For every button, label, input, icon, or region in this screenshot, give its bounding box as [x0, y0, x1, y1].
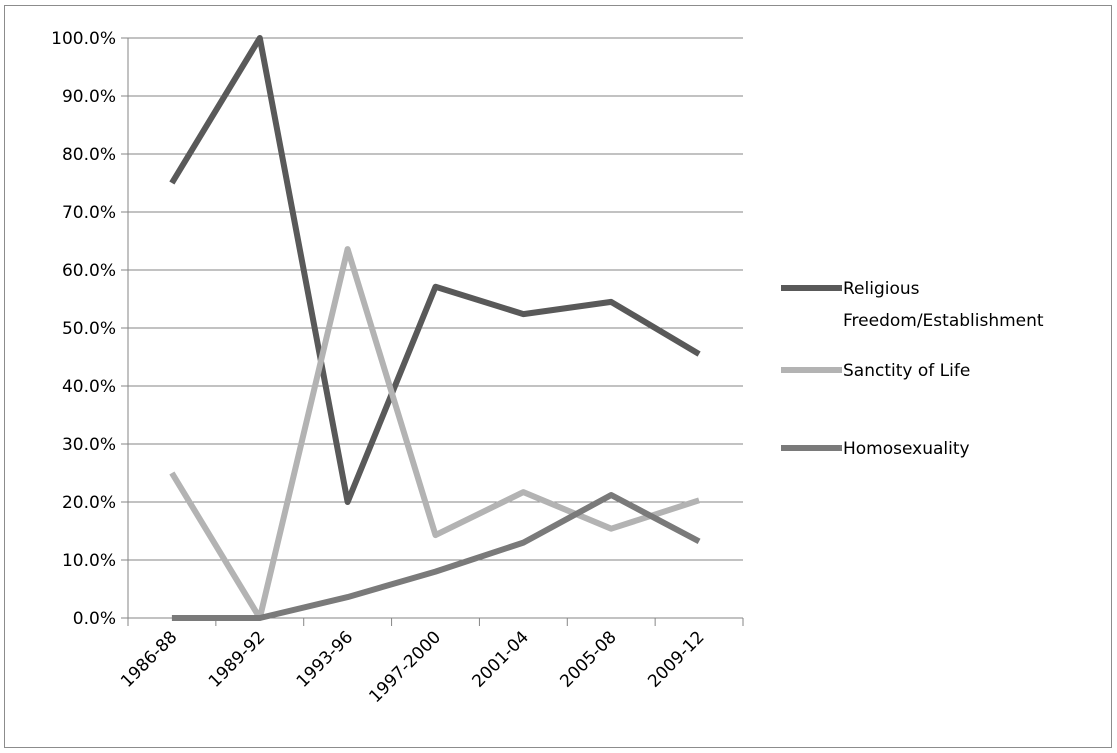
- series-lines: [169, 35, 701, 621]
- x-axis-tick-labels: 1986-88 1989-92 1993-96 1997-2000 2001-04 200…: [117, 627, 709, 707]
- x-tick-label: 2001-04: [469, 627, 533, 691]
- y-tick-label: 30.0%: [62, 435, 116, 455]
- x-tick-label: 1993-96: [293, 627, 357, 691]
- y-tick-label: 40.0%: [62, 377, 116, 397]
- y-tick-label: 60.0%: [62, 261, 116, 281]
- legend: Religious Freedom/Establishment Sanctity o…: [781, 279, 1044, 459]
- gridlines: [128, 37, 743, 561]
- series-line: [169, 35, 701, 505]
- chart-area: [4, 5, 1112, 748]
- y-tick-label: 0.0%: [73, 609, 116, 629]
- x-tick-label: 1997-2000: [365, 627, 445, 707]
- y-tick-label: 100.0%: [51, 29, 116, 49]
- y-tick-label: 90.0%: [62, 87, 116, 107]
- legend-label: Sanctity of Life: [843, 361, 970, 381]
- y-tick-label: 50.0%: [62, 319, 116, 339]
- legend-label: Homosexuality: [843, 439, 970, 459]
- x-tick-label: 2009-12: [644, 627, 708, 691]
- x-tick-label: 2005-08: [556, 627, 620, 691]
- y-tick-label: 70.0%: [62, 203, 116, 223]
- legend-label: Religious: [843, 279, 920, 299]
- x-tick-label: 1986-88: [117, 627, 181, 691]
- y-axis-tick-labels: 0.0% 10.0% 20.0% 30.0% 40.0% 50.0% 60.0% 70.0% 8…: [51, 29, 116, 629]
- legend-label: Freedom/Establishment: [843, 311, 1044, 331]
- y-tick-label: 80.0%: [62, 145, 116, 165]
- x-tick-label: 1989-92: [205, 627, 269, 691]
- y-tick-label: 20.0%: [62, 493, 116, 513]
- y-tick-label: 10.0%: [62, 551, 116, 571]
- series-line: [171, 492, 701, 621]
